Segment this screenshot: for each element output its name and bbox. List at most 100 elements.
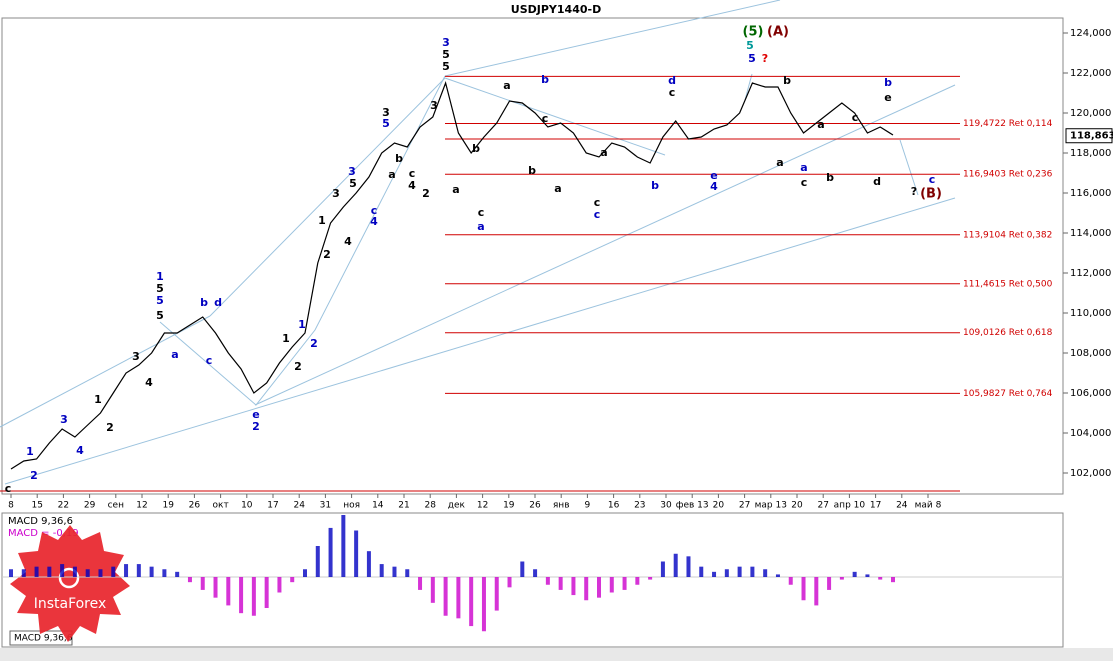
x-tick-label: 19: [503, 501, 515, 511]
macd-bar: [315, 546, 320, 577]
y-tick-label: 110,000: [1070, 308, 1111, 319]
wave-label: e: [710, 169, 717, 182]
macd-bar: [712, 571, 717, 577]
wave-label: a: [800, 161, 807, 174]
macd-bar: [111, 566, 116, 577]
y-tick-label: 104,000: [1070, 428, 1111, 439]
x-tick-label: 23: [634, 501, 645, 511]
y-tick-label: 120,000: [1070, 108, 1111, 119]
wave-label: c: [206, 354, 213, 367]
wave-label: 4: [408, 179, 416, 192]
wave-label: b: [826, 171, 834, 184]
wave-label: a: [817, 118, 824, 131]
wave-label: 3: [348, 165, 356, 178]
wave-label: (A): [767, 25, 789, 40]
wave-label: 4: [145, 376, 153, 389]
x-tick-label: апр 10: [834, 501, 866, 511]
y-tick-label: 118,000: [1070, 148, 1111, 159]
wave-label: 3: [382, 106, 390, 119]
wave-label: a: [503, 79, 510, 92]
x-tick-label: 20: [791, 501, 803, 511]
wave-label: 4: [710, 180, 718, 193]
macd-bar: [801, 577, 806, 601]
macd-bar: [609, 577, 614, 593]
price-panel: [1, 17, 1064, 495]
macd-bar: [533, 569, 538, 577]
wave-label: b: [472, 142, 480, 155]
wave-label: b: [783, 74, 791, 87]
wave-label: c: [542, 112, 549, 125]
logo: InstaForex: [10, 525, 130, 642]
macd-bar: [341, 515, 346, 577]
macd-bar: [430, 577, 435, 603]
macd-bar: [379, 564, 384, 577]
wave-label: 5: [442, 48, 450, 61]
y-tick-label: 116,000: [1070, 188, 1111, 199]
macd-bar: [175, 571, 180, 577]
x-tick-label: 12: [477, 501, 488, 511]
macd-bar: [392, 566, 397, 577]
macd-tab-label[interactable]: MACD 9,36,6: [14, 634, 73, 644]
x-tick-label: 27: [739, 501, 750, 511]
macd-bar: [763, 569, 768, 577]
x-tick-label: 26: [189, 501, 201, 511]
macd-bar: [366, 551, 371, 577]
macd-bar: [456, 577, 461, 619]
wave-label: a: [600, 146, 607, 159]
macd-bar: [839, 577, 844, 580]
macd-bar: [149, 566, 154, 577]
wave-label: 5: [156, 309, 164, 322]
macd-bar: [187, 577, 192, 583]
macd-bar: [571, 577, 576, 596]
x-tick-label: 9: [585, 501, 591, 511]
y-tick-label: 122,000: [1070, 68, 1111, 79]
wave-label: 2: [252, 420, 260, 433]
wave-label: c: [929, 173, 936, 186]
wave-label: d: [668, 74, 676, 87]
x-tick-label: 17: [267, 501, 278, 511]
y-tick-label: 106,000: [1070, 388, 1111, 399]
macd-bar: [865, 574, 870, 577]
macd-bar: [469, 577, 474, 627]
wave-label: a: [452, 183, 459, 196]
x-tick-label: 26: [529, 501, 541, 511]
macd-bar: [277, 577, 282, 593]
macd-bar: [354, 530, 359, 577]
wave-label: 5: [748, 52, 756, 65]
wave-label: b: [395, 152, 403, 165]
fib-label: 119,4722 Ret 0,114: [963, 119, 1053, 129]
x-tick-label: 31: [320, 501, 331, 511]
macd-bar: [737, 566, 742, 577]
y-tick-label: 108,000: [1070, 348, 1111, 359]
macd-bar: [545, 577, 550, 585]
wave-label: 2: [294, 360, 302, 373]
wave-label: c: [852, 111, 859, 124]
macd-bar: [328, 527, 333, 577]
macd-bar: [750, 566, 755, 577]
macd-bar: [584, 577, 589, 601]
wave-label: 3: [332, 187, 340, 200]
wave-label: 2: [323, 248, 331, 261]
macd-bar: [814, 577, 819, 606]
wave-label: (5): [743, 25, 764, 40]
wave-label: 3: [60, 413, 68, 426]
x-tick-label: 10: [241, 501, 253, 511]
wave-label: a: [776, 156, 783, 169]
macd-bar: [686, 556, 691, 577]
macd-bar: [673, 553, 678, 577]
wave-label: a: [388, 168, 395, 181]
macd-bar: [891, 577, 895, 583]
y-tick-label: 114,000: [1070, 228, 1111, 239]
x-tick-label: 24: [896, 501, 908, 511]
macd-bar: [98, 569, 103, 577]
macd-bar: [124, 564, 129, 577]
x-tick-label: 30: [660, 501, 672, 511]
macd-bar: [290, 577, 295, 583]
y-tick-label: 124,000: [1070, 28, 1111, 39]
wave-label: c: [478, 206, 485, 219]
macd-bar: [264, 577, 269, 608]
macd-bar: [558, 577, 563, 590]
wave-label: 2: [422, 187, 430, 200]
trend-lines: [0, 0, 956, 485]
macd-bar: [239, 577, 244, 614]
